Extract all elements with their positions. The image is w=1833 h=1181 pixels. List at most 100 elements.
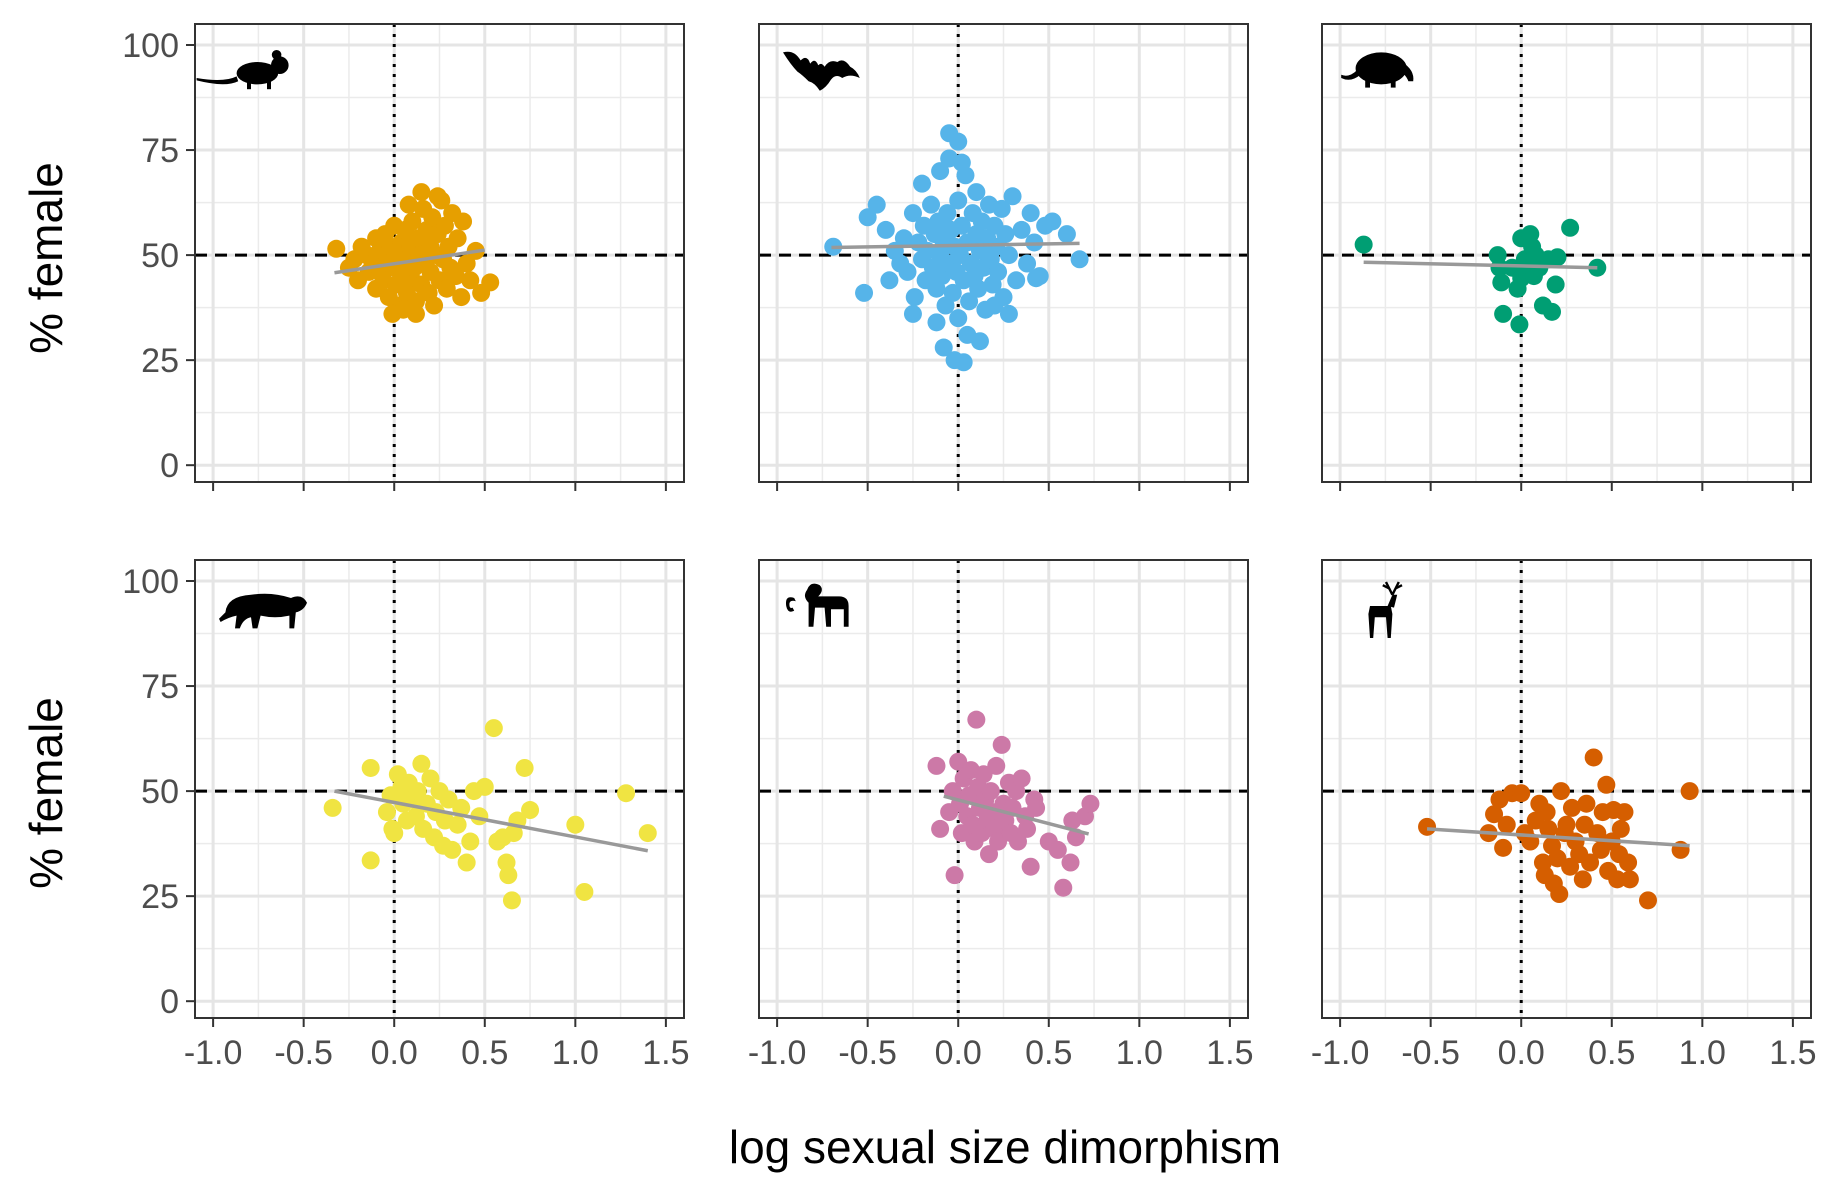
trend-line (1426, 827, 1690, 848)
data-point (383, 304, 402, 323)
data-point (1510, 315, 1529, 334)
data-point (1577, 794, 1596, 813)
data-point (448, 815, 467, 834)
data-point (858, 208, 877, 227)
y-tick-label: 75 (141, 668, 179, 706)
data-point (1573, 870, 1592, 889)
data-point (361, 851, 380, 870)
data-point (949, 132, 968, 151)
data-point (452, 798, 471, 817)
data-point (412, 754, 431, 773)
data-point (377, 803, 396, 822)
panel-border (194, 559, 685, 1019)
data-point (931, 819, 950, 838)
data-point (954, 353, 973, 372)
data-point (566, 815, 585, 834)
data-point (617, 784, 636, 803)
data-point (927, 756, 946, 775)
data-point (943, 283, 962, 302)
x-tick-label: 1.0 (1679, 1034, 1726, 1072)
data-point (1018, 254, 1037, 273)
data-point (1490, 258, 1509, 277)
data-point (1548, 248, 1567, 267)
x-tick-label: 0.0 (371, 1034, 418, 1072)
data-point (1061, 853, 1080, 872)
panel-border (1321, 23, 1812, 483)
data-point (327, 239, 346, 258)
x-tick-label: 0.0 (935, 1034, 982, 1072)
data-point (361, 758, 380, 777)
data-point (949, 191, 968, 210)
data-point (448, 229, 467, 248)
data-point (1008, 832, 1027, 851)
data-point (903, 204, 922, 223)
data-point (1512, 784, 1531, 803)
x-tick-label: 1.5 (1206, 1034, 1253, 1072)
data-point (905, 288, 924, 307)
trend-line (334, 789, 649, 853)
data-point (461, 271, 480, 290)
panel-border (758, 559, 1249, 1019)
data-point (1539, 819, 1558, 838)
data-point (1615, 803, 1634, 822)
data-point (1620, 870, 1639, 889)
data-point (913, 174, 931, 193)
data-point (1007, 271, 1026, 290)
data-point (1003, 187, 1022, 206)
data-point (967, 183, 986, 202)
data-point (484, 719, 503, 738)
data-point (1027, 269, 1046, 288)
trend-line (831, 241, 1080, 250)
data-point (502, 891, 521, 910)
data-point (974, 765, 993, 784)
data-point (423, 208, 442, 227)
data-point (1562, 798, 1581, 817)
data-point (406, 304, 425, 323)
deer-silhouette-icon (1368, 581, 1403, 638)
data-point (992, 735, 1011, 754)
data-point (575, 882, 594, 901)
data-point (989, 832, 1008, 851)
x-tick-label: 0.5 (461, 1034, 508, 1072)
panel-rodent: 0 25 50 75 100 (122, 23, 685, 491)
y-tick-label: 0 (160, 983, 179, 1021)
data-point (428, 187, 447, 206)
x-tick-label: 0.0 (1498, 1034, 1545, 1072)
y-tick-label: 25 (141, 342, 179, 380)
panel-primate: -1.0 -0.5 0.0 0.5 1.0 1.5 (748, 559, 1254, 1072)
data-point (903, 304, 922, 323)
data-point (898, 262, 917, 281)
x-axis-title: log sexual size dimorphism (729, 1121, 1281, 1173)
data-point (987, 237, 1006, 256)
y-axis-title-top: % female (20, 162, 72, 354)
insectivore-silhouette-icon (1341, 52, 1414, 88)
data-point (446, 267, 465, 286)
data-point (443, 840, 462, 859)
x-tick-label: -1.0 (1311, 1034, 1370, 1072)
data-point (880, 271, 899, 290)
data-point (985, 296, 1004, 315)
data-point (1021, 857, 1040, 876)
data-point (406, 292, 425, 311)
data-point (1581, 853, 1600, 872)
rodent-silhouette-icon (196, 50, 289, 90)
data-point (385, 824, 404, 843)
x-tick-label: -0.5 (274, 1034, 333, 1072)
data-point (1552, 782, 1571, 801)
data-point (403, 212, 422, 231)
data-point (894, 229, 913, 248)
y-tick-label: 100 (122, 563, 179, 601)
data-point (952, 153, 971, 172)
y-tick-label: 25 (141, 878, 179, 916)
x-tick-label: 1.0 (1116, 1034, 1163, 1072)
data-point (1550, 885, 1569, 904)
data-point (475, 777, 494, 796)
data-point (876, 220, 895, 239)
data-point (987, 756, 1006, 775)
data-point (452, 288, 471, 307)
x-tick-label: -0.5 (838, 1034, 897, 1072)
data-point (1588, 824, 1607, 843)
panel-border (758, 23, 1249, 483)
y-tick-label: 50 (141, 773, 179, 811)
